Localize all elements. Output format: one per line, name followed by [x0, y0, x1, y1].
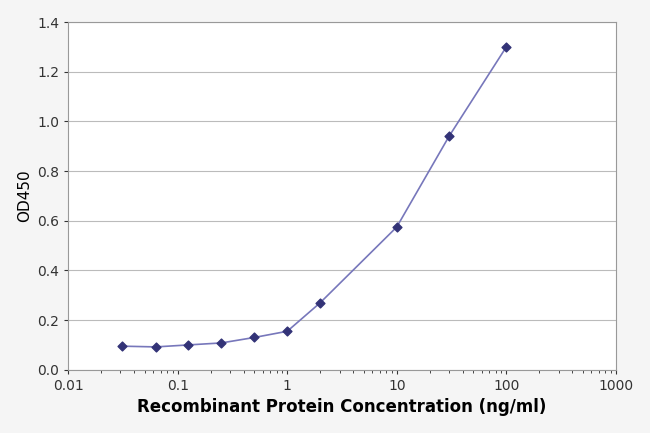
Point	[391, 223, 402, 230]
Point	[282, 328, 293, 335]
Point	[315, 299, 326, 306]
Point	[249, 334, 259, 341]
Point	[151, 343, 161, 350]
Point	[216, 339, 227, 346]
Point	[183, 342, 194, 349]
X-axis label: Recombinant Protein Concentration (ng/ml): Recombinant Protein Concentration (ng/ml…	[137, 398, 547, 417]
Y-axis label: OD450: OD450	[17, 170, 32, 222]
Point	[501, 44, 512, 51]
Point	[117, 343, 127, 349]
Point	[444, 133, 454, 140]
